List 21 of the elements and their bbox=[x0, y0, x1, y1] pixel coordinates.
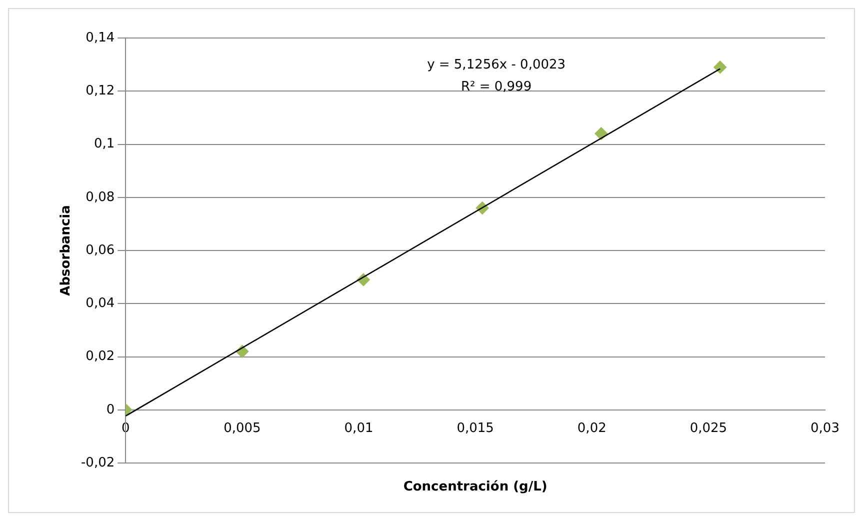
y-tick-label: 0,02 bbox=[86, 349, 115, 364]
annotation: y = 5,1256x - 0,0023 bbox=[427, 57, 566, 72]
annotation: R² = 0,999 bbox=[460, 79, 532, 94]
point bbox=[714, 60, 727, 74]
x-tick-label: 0,015 bbox=[456, 421, 494, 436]
y-axis-title: Absorbancia bbox=[58, 205, 74, 296]
y-tick-label: 0 bbox=[106, 402, 115, 418]
y-tick-label: 0,12 bbox=[86, 84, 115, 98]
x-tick-label: 0,03 bbox=[810, 421, 840, 436]
y-tick-label: 0,14 bbox=[86, 30, 115, 46]
x-tick-label: 0,02 bbox=[577, 421, 606, 436]
x-axis-title: Concentración (g/L) bbox=[403, 479, 548, 494]
y-tick-label: 0,06 bbox=[86, 242, 115, 258]
y-tick-label: 0,1 bbox=[94, 136, 115, 152]
point bbox=[594, 127, 608, 140]
y-tick-label: 0,04 bbox=[86, 296, 115, 311]
x-tick-label: 0,025 bbox=[690, 421, 728, 436]
x-tick-label: 0,01 bbox=[344, 421, 374, 436]
y-tick-label: 0,08 bbox=[86, 190, 115, 205]
x-tick-label: 0,005 bbox=[224, 421, 261, 436]
y-tick-label: -0,02 bbox=[80, 455, 115, 470]
